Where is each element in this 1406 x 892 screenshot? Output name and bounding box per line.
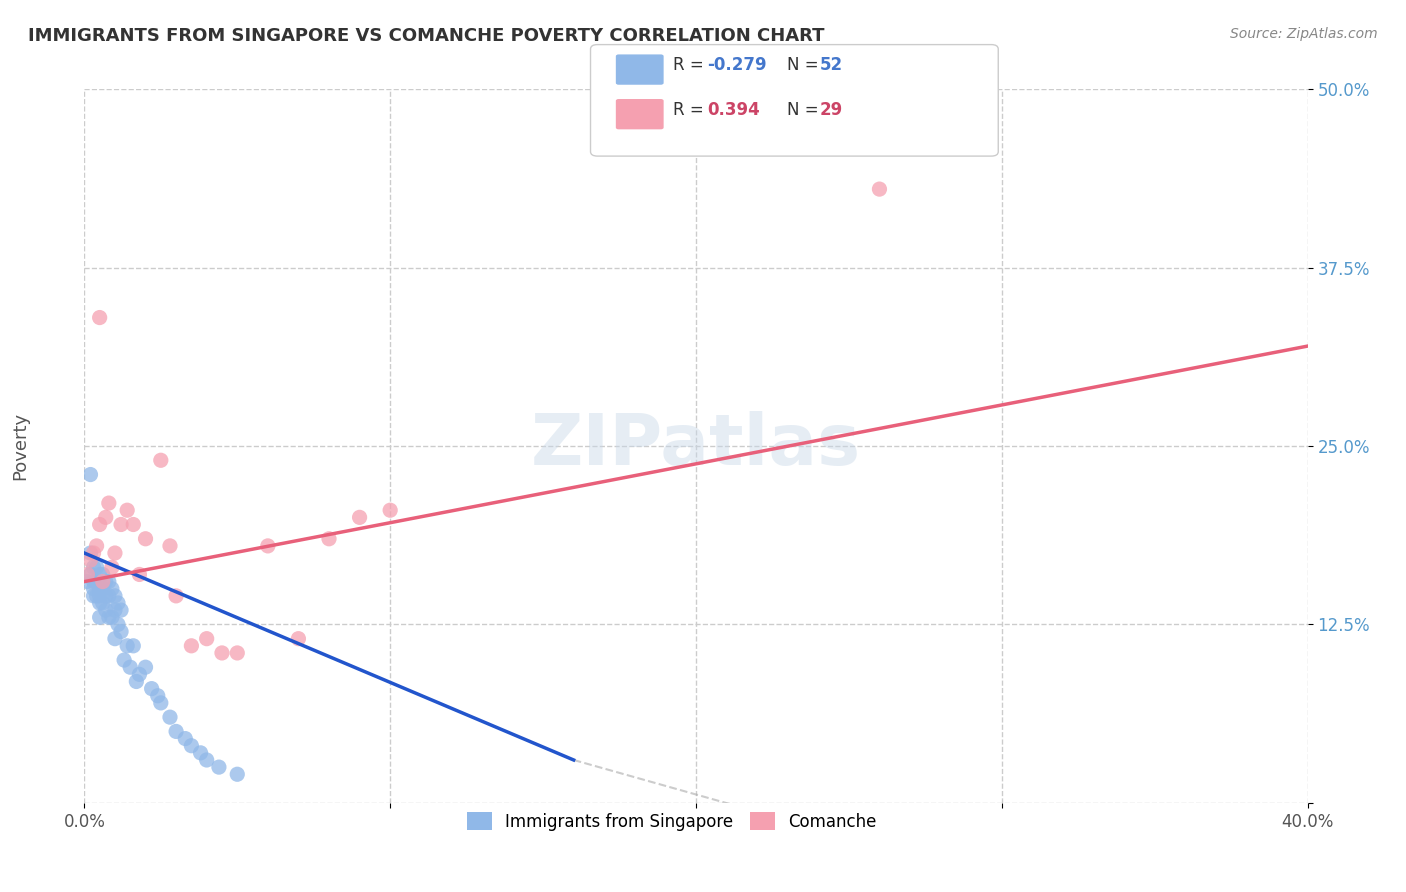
Point	[287, 632, 309, 646]
Point	[107, 617, 129, 632]
Point	[94, 510, 117, 524]
Point	[107, 596, 129, 610]
Point	[146, 689, 169, 703]
Point	[76, 567, 98, 582]
Point	[104, 632, 127, 646]
Point	[91, 574, 114, 589]
Point	[211, 646, 233, 660]
Point	[257, 539, 280, 553]
Point	[83, 589, 105, 603]
Point	[101, 582, 124, 596]
Point	[97, 574, 120, 589]
Point	[79, 467, 101, 482]
Text: ZIPatlas: ZIPatlas	[531, 411, 860, 481]
Text: -0.279: -0.279	[707, 56, 766, 74]
Point	[165, 724, 187, 739]
Point	[101, 610, 124, 624]
Point	[89, 596, 111, 610]
Point	[180, 639, 202, 653]
Point	[86, 560, 108, 574]
Point	[195, 753, 218, 767]
Point	[180, 739, 202, 753]
Text: N =: N =	[787, 101, 824, 119]
Text: R =: R =	[673, 101, 710, 119]
Point	[91, 596, 114, 610]
Point	[208, 760, 231, 774]
Point	[122, 639, 145, 653]
Point	[89, 610, 111, 624]
Text: 29: 29	[820, 101, 844, 119]
Point	[89, 567, 111, 582]
Point	[115, 639, 138, 653]
Point	[869, 182, 891, 196]
Point	[128, 567, 150, 582]
Point	[141, 681, 163, 696]
Point	[86, 539, 108, 553]
Point	[97, 589, 120, 603]
Point	[101, 560, 124, 574]
Point	[110, 603, 132, 617]
Point	[135, 532, 157, 546]
Point	[97, 610, 120, 624]
Point	[122, 517, 145, 532]
Y-axis label: Poverty: Poverty	[11, 412, 28, 480]
Point	[349, 510, 371, 524]
Text: R =: R =	[673, 56, 710, 74]
Text: IMMIGRANTS FROM SINGAPORE VS COMANCHE POVERTY CORRELATION CHART: IMMIGRANTS FROM SINGAPORE VS COMANCHE PO…	[28, 27, 825, 45]
Point	[112, 653, 135, 667]
Point	[115, 503, 138, 517]
Point	[89, 517, 111, 532]
Point	[104, 546, 127, 560]
Point	[226, 767, 249, 781]
Point	[94, 603, 117, 617]
Point	[89, 589, 111, 603]
Text: 52: 52	[820, 56, 842, 74]
Point	[104, 589, 127, 603]
Text: 0.394: 0.394	[707, 101, 761, 119]
Point	[83, 582, 105, 596]
Point	[159, 710, 181, 724]
Point	[86, 589, 108, 603]
Point	[125, 674, 148, 689]
Point	[94, 589, 117, 603]
Point	[86, 574, 108, 589]
Point	[110, 517, 132, 532]
Point	[110, 624, 132, 639]
Point	[94, 574, 117, 589]
Point	[89, 310, 111, 325]
Legend: Immigrants from Singapore, Comanche: Immigrants from Singapore, Comanche	[460, 805, 883, 838]
Point	[76, 574, 98, 589]
Point	[79, 546, 101, 560]
Point	[128, 667, 150, 681]
Point	[83, 546, 105, 560]
Point	[149, 453, 172, 467]
Point	[91, 567, 114, 582]
Point	[83, 574, 105, 589]
Point	[120, 660, 142, 674]
Point	[380, 503, 402, 517]
Point	[97, 496, 120, 510]
Point	[83, 560, 105, 574]
Point	[174, 731, 197, 746]
Point	[318, 532, 340, 546]
Point	[165, 589, 187, 603]
Point	[135, 660, 157, 674]
Point	[89, 582, 111, 596]
Point	[159, 539, 181, 553]
Point	[79, 567, 101, 582]
Point	[104, 603, 127, 617]
Point	[91, 582, 114, 596]
Point	[149, 696, 172, 710]
Point	[226, 646, 249, 660]
Text: N =: N =	[787, 56, 824, 74]
Text: Source: ZipAtlas.com: Source: ZipAtlas.com	[1230, 27, 1378, 41]
Point	[79, 553, 101, 567]
Point	[190, 746, 212, 760]
Point	[195, 632, 218, 646]
